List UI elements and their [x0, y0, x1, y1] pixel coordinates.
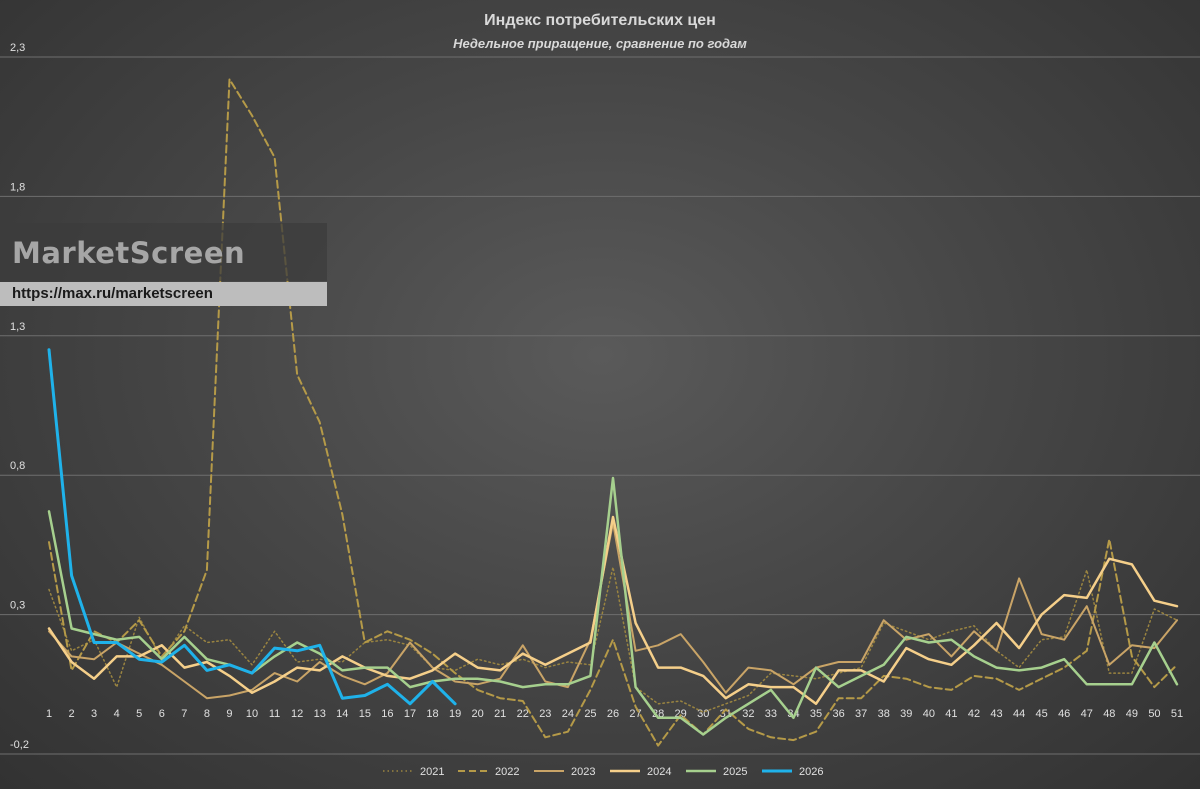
watermark-brand: MarketScreen [12, 236, 246, 270]
watermark-url: https://max.ru/marketscreen [12, 285, 213, 302]
watermark-url-panel [0, 282, 327, 306]
x-tick-label: 37 [855, 708, 867, 720]
x-tick-label: 2 [68, 708, 74, 720]
x-tick-label: 21 [494, 708, 506, 720]
x-tick-label: 50 [1148, 708, 1160, 720]
x-tick-label: 30 [697, 708, 709, 720]
x-tick-label: 14 [336, 708, 348, 720]
x-tick-label: 24 [562, 708, 574, 720]
x-tick-label: 23 [539, 708, 551, 720]
x-tick-label: 33 [765, 708, 777, 720]
x-tick-label: 32 [742, 708, 754, 720]
x-tick-label: 43 [990, 708, 1002, 720]
series-line-2021 [48, 566, 1178, 713]
y-tick-label: 2,3 [10, 42, 25, 54]
x-tick-label: 9 [226, 708, 232, 720]
y-tick-label: 0,8 [10, 460, 25, 472]
x-tick-label: 15 [359, 708, 371, 720]
chart-title: Индекс потребительских цен [484, 12, 716, 29]
x-tick-label: 42 [968, 708, 980, 720]
y-tick-label: 1,8 [10, 181, 25, 193]
x-tick-label: 6 [159, 708, 165, 720]
x-tick-label: 38 [878, 708, 890, 720]
x-tick-label: 39 [900, 708, 912, 720]
x-tick-label: 11 [269, 708, 280, 720]
x-tick-label: 16 [381, 708, 393, 720]
y-axis: -0,2 0,3 0,8 1,3 1,8 2,3 [10, 42, 29, 751]
x-tick-label: 19 [449, 708, 461, 720]
watermark-panel [0, 223, 327, 281]
x-tick-label: 35 [810, 708, 822, 720]
x-tick-label: 3 [91, 708, 97, 720]
x-tick-label: 7 [181, 708, 187, 720]
legend: 2021 2022 2023 2024 2025 2026 [383, 766, 823, 778]
x-tick-label: 1 [46, 708, 52, 720]
legend-label-2023: 2023 [571, 766, 595, 778]
x-tick-label: 44 [1013, 708, 1025, 720]
x-tick-label: 5 [136, 708, 142, 720]
x-tick-label: 46 [1058, 708, 1070, 720]
x-tick-label: 26 [607, 708, 619, 720]
x-tick-label: 8 [204, 708, 210, 720]
legend-label-2022: 2022 [495, 766, 519, 778]
chart-subtitle: Недельное приращение, сравнение по годам [453, 36, 747, 51]
x-tick-label: 12 [291, 708, 303, 720]
series-line-2024 [47, 515, 1179, 706]
series-line-2023 [48, 521, 1178, 700]
x-tick-label: 51 [1171, 708, 1183, 720]
legend-label-2021: 2021 [420, 766, 444, 778]
x-tick-label: 22 [517, 708, 529, 720]
x-tick-label: 13 [314, 708, 326, 720]
x-tick-label: 4 [114, 708, 120, 720]
x-tick-label: 40 [923, 708, 935, 720]
y-tick-label: 0,3 [10, 600, 25, 612]
x-tick-label: 45 [1036, 708, 1048, 720]
legend-label-2024: 2024 [647, 766, 671, 778]
x-tick-label: 41 [945, 708, 957, 720]
x-tick-label: 48 [1103, 708, 1115, 720]
grid [0, 56, 1200, 755]
y-tick-label: 1,3 [10, 321, 25, 333]
x-axis: 1 2 3 4 5 6 7 8 9 10 11 12 13 14 15 16 17 18 19 20 21 22 23 24 2… [46, 708, 1183, 720]
series-line-2022 [48, 78, 1178, 747]
x-tick-label: 17 [404, 708, 416, 720]
x-tick-label: 27 [629, 708, 641, 720]
x-tick-label: 25 [584, 708, 596, 720]
x-tick-label: 20 [472, 708, 484, 720]
x-tick-label: 47 [1081, 708, 1093, 720]
legend-label-2026: 2026 [799, 766, 823, 778]
y-tick-label: -0,2 [10, 739, 29, 751]
x-tick-label: 18 [426, 708, 438, 720]
x-tick-label: 49 [1126, 708, 1138, 720]
series-line-2026 [47, 348, 457, 706]
x-tick-label: 36 [832, 708, 844, 720]
legend-label-2025: 2025 [723, 766, 747, 778]
series-lines [47, 78, 1179, 747]
x-tick-label: 10 [246, 708, 258, 720]
